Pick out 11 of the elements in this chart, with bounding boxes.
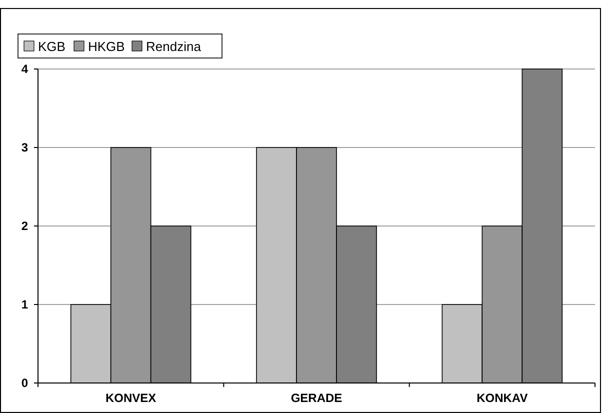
y-tick-label: 3 — [21, 140, 28, 155]
y-tick-label: 2 — [21, 219, 28, 234]
legend-label: KGB — [38, 39, 66, 54]
y-tick-label: 0 — [21, 376, 28, 390]
x-tick-label: KONVEX — [105, 391, 156, 405]
y-tick-label: 1 — [21, 298, 28, 312]
y-tick-label: 4 — [21, 62, 28, 76]
x-tick-label: GERADE — [290, 391, 342, 405]
legend-label: HKGB — [88, 39, 125, 54]
x-tick-label: KONKAV — [476, 391, 528, 405]
legend-label: Rendzina — [146, 39, 202, 54]
